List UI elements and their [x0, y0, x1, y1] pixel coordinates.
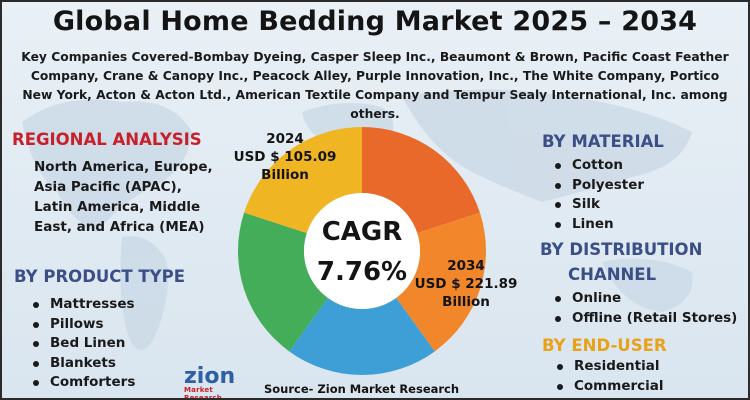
- end-user-list: Residential Commercial: [554, 357, 664, 396]
- list-item: Blankets: [30, 354, 135, 374]
- callout-2024-year: 2024: [266, 131, 304, 147]
- segment-yellow: [244, 127, 362, 234]
- list-item: Polyester: [552, 176, 644, 196]
- list-item: Online: [552, 289, 737, 309]
- distribution-heading-line1: BY DISTRIBUTION: [540, 240, 703, 259]
- material-heading: BY MATERIAL: [542, 132, 664, 151]
- key-companies-text: Key Companies Covered-Bombay Dyeing, Cas…: [21, 50, 729, 121]
- cagr-value: 7.76%: [317, 257, 407, 287]
- list-item: Commercial: [554, 377, 664, 397]
- callout-2024-unit: Billion: [261, 167, 309, 183]
- callout-2024: 2024 USD $ 105.09 Billion: [230, 130, 340, 184]
- list-item: Linen: [552, 215, 644, 235]
- zion-logo: zion Market Research: [184, 364, 244, 400]
- regional-analysis-text: North America, Europe, Asia Pacific (APA…: [34, 159, 213, 235]
- product-type-heading: BY PRODUCT TYPE: [14, 267, 185, 286]
- callout-2034-value: USD $ 221.89: [414, 276, 518, 292]
- page-title: Global Home Bedding Market 2025 – 2034: [52, 6, 698, 37]
- callout-2034: 2034 USD $ 221.89 Billion: [406, 257, 526, 311]
- donut-segments: [238, 127, 486, 375]
- end-user-heading: BY END-USER: [542, 336, 667, 355]
- distribution-heading-line2: CHANNEL: [568, 265, 657, 284]
- list-item: Silk: [552, 195, 644, 215]
- callout-2034-year: 2034: [447, 258, 485, 274]
- list-item: Offline (Retail Stores): [552, 309, 737, 329]
- segment-orange-dark: [362, 127, 480, 234]
- logo-tagline: Market Research: [184, 386, 222, 400]
- source-credit: Source- Zion Market Research: [264, 382, 460, 396]
- segment-green: [238, 212, 328, 352]
- callout-2024-value: USD $ 105.09: [233, 149, 337, 165]
- list-item: Pillows: [30, 315, 135, 335]
- product-type-list: Mattresses Pillows Bed Linen Blankets Co…: [30, 295, 135, 393]
- list-item: Mattresses: [30, 295, 135, 315]
- distribution-list: Online Offline (Retail Stores): [552, 289, 737, 328]
- material-list: Cotton Polyester Silk Linen: [552, 156, 644, 234]
- segment-orange: [396, 212, 486, 352]
- list-item: Bed Linen: [30, 334, 135, 354]
- regional-analysis-heading: REGIONAL ANALYSIS: [12, 130, 202, 149]
- logo-wordmark: zion: [184, 364, 236, 389]
- list-item: Comforters: [30, 373, 135, 393]
- list-item: Residential: [554, 357, 664, 377]
- cagr-donut: CAGR 7.76%: [238, 127, 486, 375]
- donut-center: [304, 193, 420, 309]
- segment-blue: [289, 297, 435, 375]
- list-item: Cotton: [552, 156, 644, 176]
- cagr-label: CAGR: [322, 217, 403, 247]
- callout-2034-unit: Billion: [442, 294, 490, 310]
